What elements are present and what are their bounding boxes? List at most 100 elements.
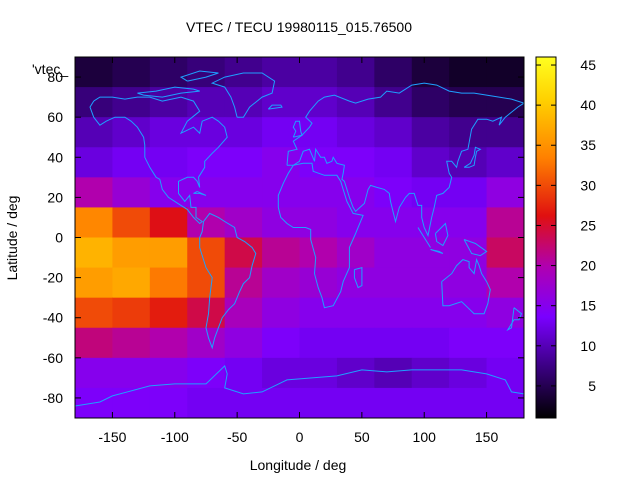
- y-tick-label: -20: [43, 270, 63, 286]
- heatmap-cell: [75, 357, 114, 389]
- heatmap-cell: [299, 87, 338, 118]
- heatmap-cell: [299, 387, 338, 418]
- y-axis-label: Latitude / deg: [4, 196, 20, 281]
- heatmap-cell: [224, 117, 263, 148]
- heatmap-cell: [112, 57, 151, 88]
- heatmap-cell: [75, 177, 114, 209]
- heatmap-cell: [411, 87, 450, 118]
- heatmap-cell: [224, 327, 263, 359]
- heatmap-cell: [486, 327, 524, 359]
- heatmap-cell: [411, 57, 450, 88]
- heatmap-cell: [336, 297, 375, 329]
- heatmap-cell: [75, 237, 114, 269]
- x-tick-label: 100: [413, 429, 437, 445]
- heatmap-cell: [224, 357, 263, 389]
- heatmap-cell: [486, 117, 524, 148]
- heatmap-cell: [486, 357, 524, 389]
- heatmap-cell: [112, 387, 151, 418]
- heatmap-cell: [336, 177, 375, 209]
- heatmap-cell: [336, 87, 375, 118]
- coastline: [353, 266, 363, 289]
- heatmap-cell: [112, 177, 151, 209]
- heatmap-cell: [411, 237, 450, 269]
- heatmap-cell: [449, 327, 488, 359]
- heatmap-cell: [75, 297, 114, 329]
- x-tick-label: 50: [354, 429, 370, 445]
- heatmap-cell: [112, 267, 151, 299]
- heatmap-cell: [112, 297, 151, 329]
- heatmap-cell: [486, 177, 524, 209]
- coastline: [75, 364, 524, 407]
- heatmap-cell: [299, 297, 338, 329]
- heatmap-cell: [449, 207, 488, 239]
- heatmap-cell: [187, 207, 226, 239]
- heatmap-cell: [112, 357, 151, 389]
- coastline: [193, 190, 207, 196]
- colorbar-tick-label: 15: [580, 298, 596, 314]
- heatmap-cell: [411, 267, 450, 299]
- y-tick-label: 20: [47, 189, 63, 205]
- heatmap-cell: [224, 87, 263, 118]
- coastline: [210, 72, 276, 118]
- heatmap-cell: [187, 177, 226, 209]
- heatmap-cell: [149, 297, 188, 329]
- heatmap-cell: [75, 147, 114, 178]
- heatmap-cell: [149, 177, 188, 209]
- heatmap-cell: [411, 327, 450, 359]
- heatmap-cell: [374, 327, 413, 359]
- heatmap-cell: [262, 387, 301, 418]
- heatmap-cell: [149, 207, 188, 239]
- heatmap-cell: [149, 237, 188, 269]
- y-tick-label: -40: [43, 310, 63, 326]
- heatmap-cell: [149, 57, 188, 88]
- heatmap-cell: [224, 57, 263, 88]
- heatmap-cell: [486, 207, 524, 239]
- heatmap-cell: [299, 357, 338, 389]
- coastline: [434, 222, 449, 247]
- coastline: [137, 86, 200, 98]
- x-axis: -150 -100 -50 0 50 100 150: [98, 57, 498, 445]
- heatmap-cell: [187, 57, 226, 88]
- heatmap-cell: [374, 57, 413, 88]
- heatmap-cell: [411, 357, 450, 389]
- heatmap-cell: [449, 117, 488, 148]
- coastline: [430, 249, 444, 254]
- heatmap-cell: [224, 237, 263, 269]
- heatmap-cell: [299, 177, 338, 209]
- key-label: 'vtec_: [32, 61, 68, 77]
- heatmap-cell: [75, 57, 114, 88]
- heatmap-cell: [112, 87, 151, 118]
- heatmap-cell: [149, 387, 188, 418]
- coastline: [286, 82, 524, 238]
- x-axis-label: Longitude / deg: [250, 457, 347, 473]
- colorbar-tick-label: 30: [580, 177, 596, 193]
- heatmap-cell: [187, 147, 226, 178]
- heatmap-cell: [374, 267, 413, 299]
- heatmap-cell: [75, 117, 114, 148]
- heatmap-cell: [262, 297, 301, 329]
- heatmap-cell: [486, 147, 524, 178]
- heatmap-cell: [449, 147, 488, 178]
- heatmap-cell: [149, 87, 188, 118]
- heatmap-cell: [149, 147, 188, 178]
- colorbar-ticks: 5 10 15 20 25 30 35 40 45: [536, 57, 596, 394]
- heatmap-cell: [149, 267, 188, 299]
- heatmap-cell: [262, 57, 301, 88]
- coastline: [506, 307, 523, 332]
- coastline: [277, 162, 364, 309]
- heatmap-cell: [187, 387, 226, 418]
- heatmap-cell: [299, 117, 338, 148]
- y-tick-label: 0: [55, 230, 63, 246]
- heatmap-cell: [262, 177, 301, 209]
- y-tick-label: 40: [47, 149, 63, 165]
- heatmap-cell: [411, 117, 450, 148]
- chart-title: VTEC / TECU 19980115_015.76500: [186, 19, 412, 35]
- coastline: [267, 104, 283, 110]
- colorbar-tick-label: 20: [580, 258, 596, 274]
- heatmap-cell: [336, 117, 375, 148]
- heatmap-cell: [187, 237, 226, 269]
- heatmap-cell: [374, 117, 413, 148]
- heatmap-cell: [374, 357, 413, 389]
- heatmap-cell: [374, 177, 413, 209]
